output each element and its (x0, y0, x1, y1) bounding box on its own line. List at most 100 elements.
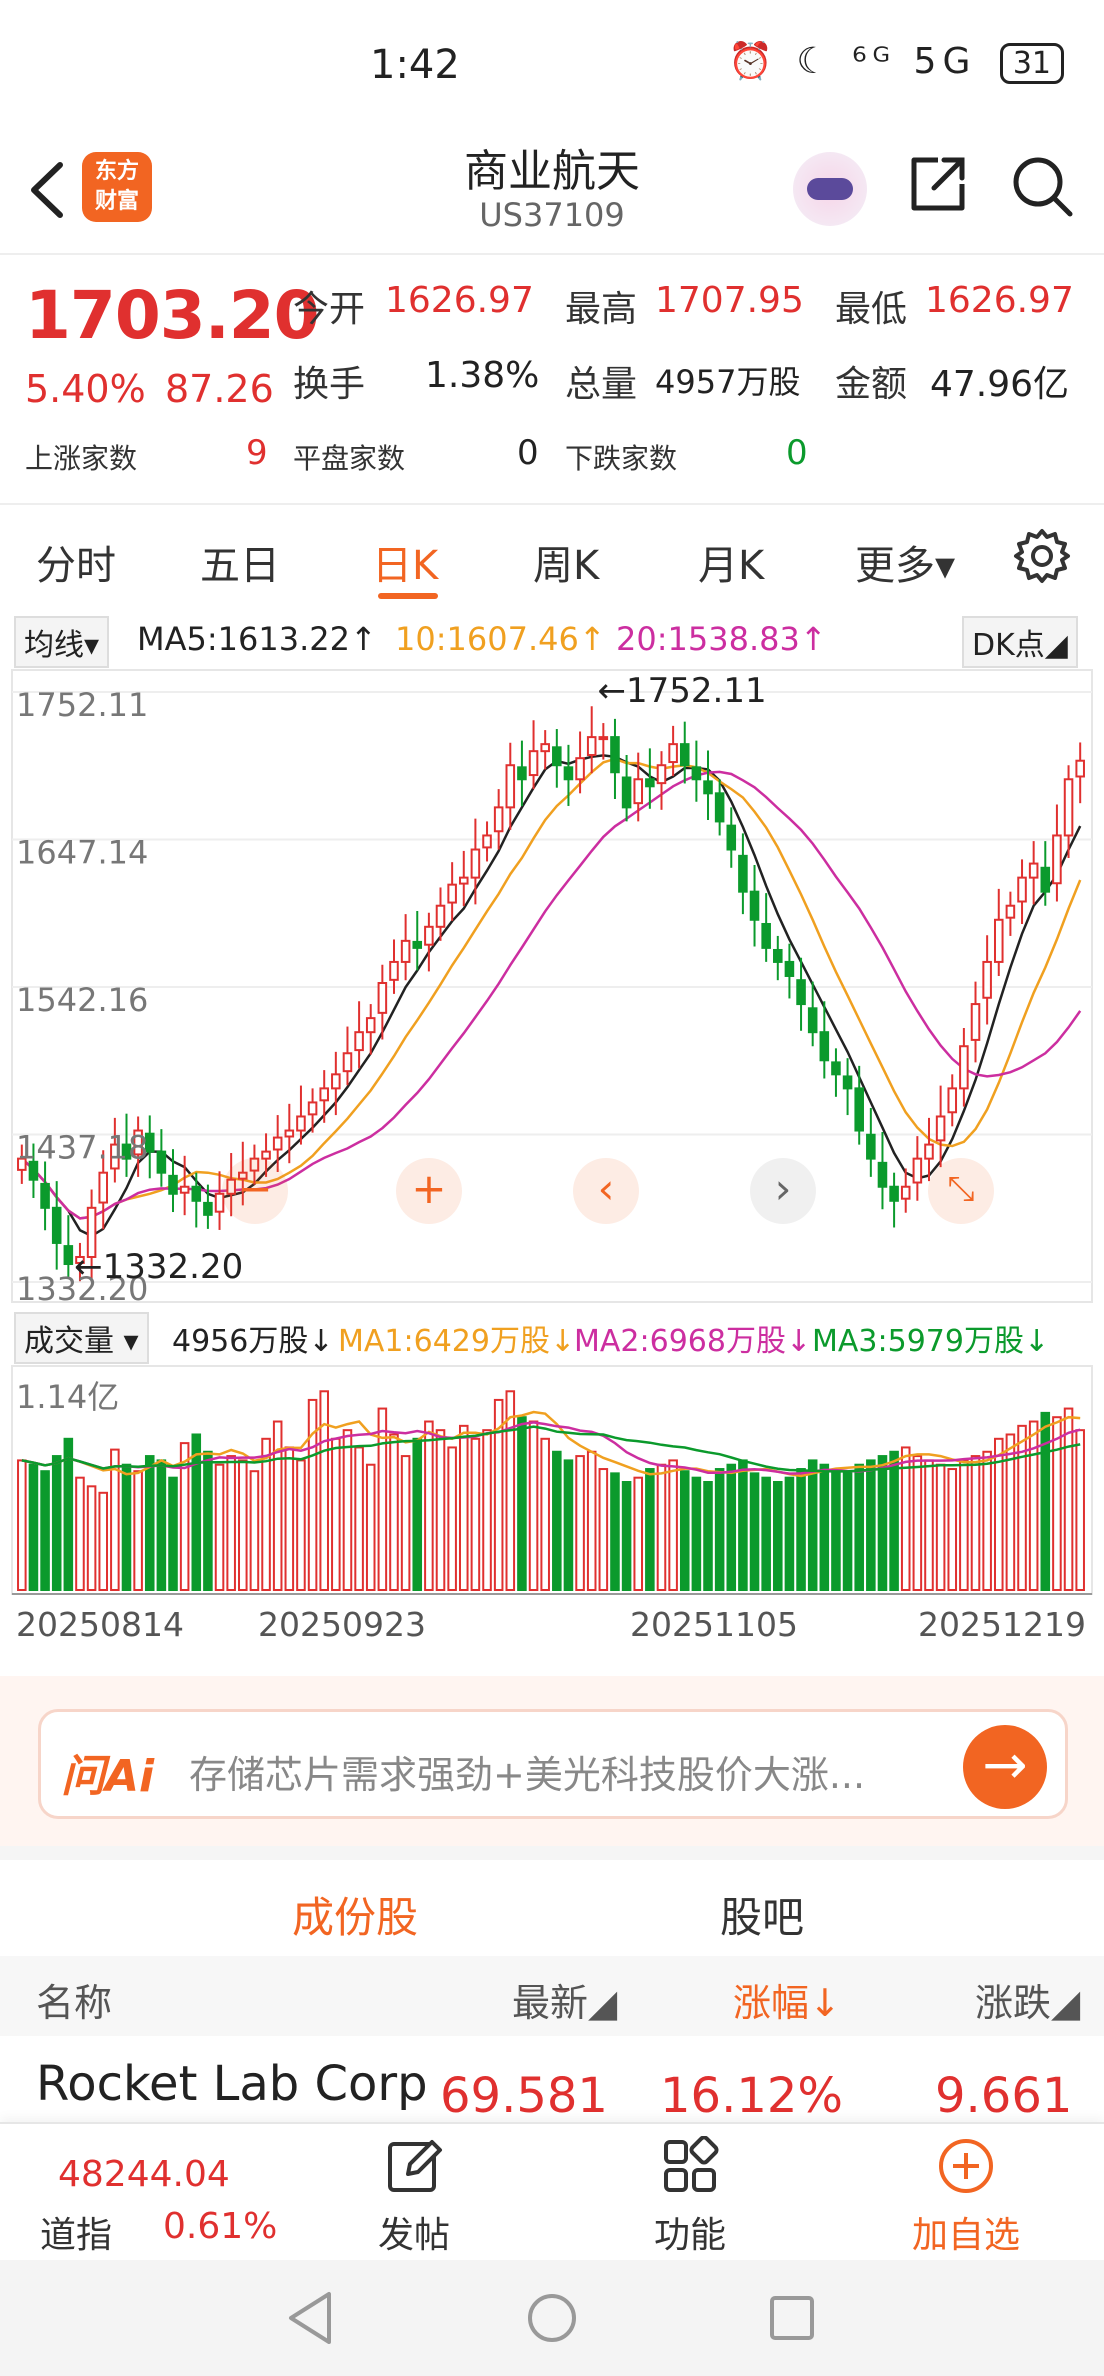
chart-settings-button[interactable] (1013, 527, 1071, 585)
low-value: 1626.97 (925, 280, 1074, 321)
volume-bar (261, 1437, 271, 1591)
candle-body (831, 1061, 841, 1076)
col-name[interactable]: 名称 (36, 1981, 113, 2025)
vol-ma2-legend: MA2:6968万股↓ (574, 1324, 812, 1359)
volume-bar (482, 1429, 492, 1591)
candle-body (1005, 904, 1016, 919)
dow-name[interactable]: 道指 (40, 2215, 113, 2256)
volume-bar (993, 1437, 1004, 1591)
col-latest[interactable]: 最新◢ (512, 1981, 618, 2025)
volume-bar (656, 1463, 667, 1591)
content-tabs: 成份股 股吧 (0, 1846, 1104, 1962)
app-logo[interactable]: 东方 财富 (82, 152, 152, 222)
ai-assistant-button[interactable] (793, 152, 867, 226)
candle-body (563, 766, 574, 781)
candle-body (424, 925, 434, 946)
plus-circle-icon (939, 2139, 993, 2193)
volume-bar (121, 1463, 132, 1591)
candle-body (435, 904, 446, 928)
volume-bar (505, 1390, 516, 1592)
tab-intraday[interactable]: 分时 (36, 543, 116, 589)
system-back-icon[interactable] (285, 2290, 335, 2346)
candle-body (970, 1003, 981, 1041)
candle-body (296, 1115, 306, 1132)
candle-body (412, 940, 423, 949)
page-title: 商业航天 (464, 146, 640, 197)
tab-more[interactable]: 更多▾ (855, 543, 956, 589)
volume-bar (703, 1481, 713, 1591)
back-button[interactable] (22, 155, 72, 225)
zoom-out-button[interactable]: − (222, 1158, 288, 1224)
candle-body (866, 1133, 876, 1160)
volume-bar (668, 1459, 678, 1592)
tab-forum[interactable]: 股吧 (720, 1893, 805, 1942)
candle-body (749, 890, 760, 921)
logo-line1: 东方 (94, 159, 139, 184)
candle-body (63, 1245, 74, 1266)
candle-body (819, 1031, 830, 1062)
search-button[interactable] (1010, 154, 1074, 218)
volume-svg: 1.14亿 20250814 20250923 20251105 20251219 (11, 1365, 1093, 1644)
share-button[interactable] (908, 154, 968, 214)
col-pct-change[interactable]: 涨幅↓ (733, 1981, 841, 2025)
volume-bar (1028, 1420, 1039, 1591)
dow-value[interactable]: 48244.04 (58, 2154, 230, 2195)
scroll-left-button[interactable]: ‹ (573, 1158, 639, 1224)
volume-indicator-dropdown[interactable]: 成交量 ▾ (14, 1312, 149, 1364)
volume-chart[interactable]: 1.14亿 20250814 20250923 20251105 20251219 (0, 1364, 1104, 1644)
volume-bar (226, 1455, 236, 1591)
vol-ma1-line (21, 1410, 1081, 1478)
tab-daily-k[interactable]: 日K (372, 543, 439, 589)
volume-bar (761, 1476, 771, 1591)
col-change[interactable]: 涨跌◢ (975, 1981, 1081, 2025)
scroll-right-button[interactable]: › (750, 1158, 816, 1224)
volume-bar (40, 1470, 50, 1591)
ai-submit-button[interactable]: → (963, 1725, 1047, 1809)
volume-bar (400, 1455, 411, 1591)
high-price-marker: ←1752.11 (598, 671, 767, 711)
volume-bar (1052, 1416, 1062, 1592)
ai-suggestion-text[interactable]: 存储芯片需求强劲+美光科技股价大涨... (189, 1753, 866, 1797)
ai-question-box[interactable]: 问Ai 存储芯片需求强劲+美光科技股价大涨... → (38, 1709, 1068, 1819)
indicator-dropdown[interactable]: 均线▾ (14, 616, 110, 668)
nav-post[interactable]: 发帖 (344, 2136, 484, 2258)
ma10-line (20, 757, 1082, 1220)
x-tick-label: 20251105 (630, 1605, 798, 1644)
kline-chart[interactable]: 1752.11 1647.14 1542.16 1437.18 1332.20 ←1752… (0, 668, 1104, 1308)
volume-bar (1040, 1411, 1051, 1591)
volume-bar (63, 1437, 74, 1591)
turnover-label: 换手 (293, 364, 366, 405)
candle-body (238, 1171, 248, 1180)
row-pct: 16.12% (660, 2068, 844, 2124)
volume-bar (238, 1459, 248, 1592)
open-label: 今开 (293, 289, 366, 330)
candle-body (912, 1157, 923, 1184)
volume-bar (75, 1476, 85, 1591)
ma20-legend: 20:1538.83↑ (616, 620, 827, 658)
system-home-icon[interactable] (526, 2292, 578, 2344)
candle-body (842, 1075, 853, 1090)
candle-body (331, 1073, 341, 1090)
dk-point-dropdown[interactable]: DK点◢ (962, 616, 1078, 668)
volume-bar (959, 1459, 969, 1592)
flat-count-value: 0 (517, 433, 539, 473)
dow-percent[interactable]: 0.61% (163, 2206, 278, 2247)
candle-body (110, 1143, 120, 1170)
volume-bar (377, 1407, 388, 1592)
volume-bar (296, 1459, 306, 1592)
tab-weekly-k[interactable]: 周K (533, 543, 600, 589)
zoom-in-button[interactable]: + (396, 1158, 462, 1224)
tab-monthly-k[interactable]: 月K (698, 543, 765, 589)
volume-bar (714, 1468, 725, 1591)
tab-five-day[interactable]: 五日 (200, 543, 280, 589)
candle-body (621, 776, 632, 809)
table-row[interactable]: Rocket Lab Corp 69.581 16.12% 9.661 (0, 2036, 1104, 2126)
nav-functions[interactable]: 功能 (620, 2135, 760, 2258)
candle-body (261, 1150, 271, 1160)
nav-add-watchlist[interactable]: 加自选 (896, 2136, 1036, 2258)
tab-constituents[interactable]: 成份股 (292, 1893, 419, 1942)
bottom-nav: 48244.04 道指 0.61% 发帖 功能 加 (0, 2122, 1104, 2260)
fullscreen-button[interactable]: ⤡ (928, 1158, 994, 1224)
system-recents-icon[interactable] (768, 2294, 816, 2342)
